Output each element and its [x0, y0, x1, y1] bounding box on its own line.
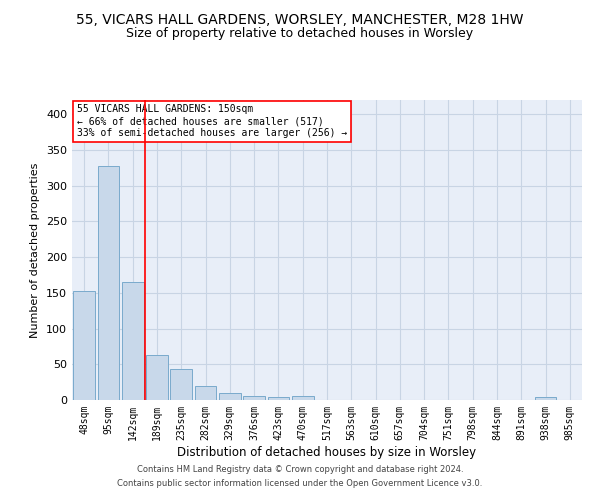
Bar: [73, 292, 95, 400]
Bar: [194, 386, 217, 400]
Text: Size of property relative to detached houses in Worsley: Size of property relative to detached ho…: [127, 28, 473, 40]
Bar: [292, 396, 314, 400]
X-axis label: Distribution of detached houses by size in Worsley: Distribution of detached houses by size …: [178, 446, 476, 458]
Y-axis label: Number of detached properties: Number of detached properties: [31, 162, 40, 338]
Text: 55 VICARS HALL GARDENS: 150sqm
← 66% of detached houses are smaller (517)
33% of: 55 VICARS HALL GARDENS: 150sqm ← 66% of …: [77, 104, 347, 138]
Bar: [146, 355, 168, 400]
Text: Contains HM Land Registry data © Crown copyright and database right 2024.
Contai: Contains HM Land Registry data © Crown c…: [118, 466, 482, 487]
Bar: [268, 397, 289, 400]
Bar: [170, 368, 192, 400]
Bar: [243, 396, 265, 400]
Bar: [97, 166, 119, 400]
Bar: [122, 282, 143, 400]
Bar: [219, 393, 241, 400]
Bar: [535, 397, 556, 400]
Text: 55, VICARS HALL GARDENS, WORSLEY, MANCHESTER, M28 1HW: 55, VICARS HALL GARDENS, WORSLEY, MANCHE…: [76, 12, 524, 26]
